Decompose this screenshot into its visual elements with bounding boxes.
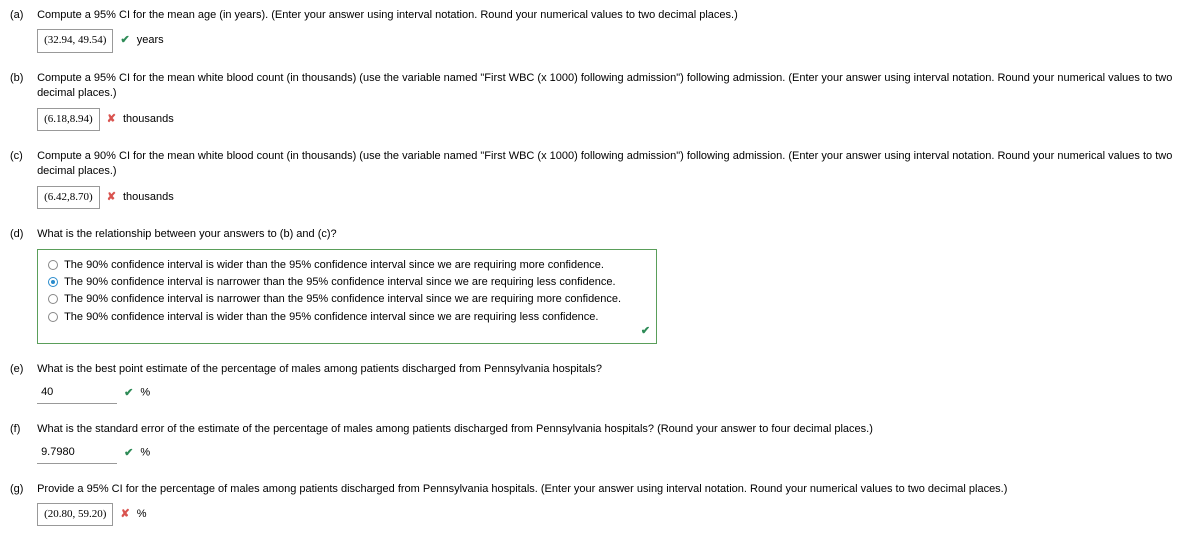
label-b: (b) [10,71,34,86]
mc-text-1: The 90% confidence interval is narrower … [64,275,646,290]
mc-option-2[interactable]: The 90% confidence interval is narrower … [48,292,646,307]
mc-option-3[interactable]: The 90% confidence interval is wider tha… [48,310,646,325]
prompt-d: What is the relationship between your an… [37,228,337,240]
content-g: Provide a 95% CI for the percentage of m… [37,482,1187,527]
cross-icon: ✘ [107,191,116,203]
answer-box-b[interactable]: (6.18,8.94) [37,108,100,131]
answer-box-a[interactable]: (32.94, 49.54) [37,29,113,52]
label-a: (a) [10,8,34,23]
content-c: Compute a 90% CI for the mean white bloo… [37,149,1187,209]
prompt-b: Compute a 95% CI for the mean white bloo… [37,72,1172,99]
unit-b: thousands [123,113,174,125]
check-icon: ✔ [124,387,133,399]
prompt-a: Compute a 95% CI for the mean age (in ye… [37,9,738,21]
mc-option-1[interactable]: The 90% confidence interval is narrower … [48,275,646,290]
label-e: (e) [10,362,34,377]
label-d: (d) [10,227,34,242]
answer-row-a: (32.94, 49.54) ✔ years [37,29,1187,52]
label-f: (f) [10,422,34,437]
answer-box-c[interactable]: (6.42,8.70) [37,186,100,209]
content-f: What is the standard error of the estima… [37,422,1187,464]
answer-row-g: (20.80, 59.20) ✘ % [37,503,1187,526]
mc-text-2: The 90% confidence interval is narrower … [64,292,646,307]
answer-input-e[interactable]: 40 [37,383,117,403]
question-b: (b) Compute a 95% CI for the mean white … [10,71,1190,131]
answer-box-g[interactable]: (20.80, 59.20) [37,503,113,526]
check-icon: ✔ [124,447,133,459]
answer-row-b: (6.18,8.94) ✘ thousands [37,108,1187,131]
content-b: Compute a 95% CI for the mean white bloo… [37,71,1187,131]
check-icon: ✔ [641,324,650,339]
question-e: (e) What is the best point estimate of t… [10,362,1190,404]
check-icon: ✔ [120,34,129,46]
content-e: What is the best point estimate of the p… [37,362,1187,404]
radio-icon [48,294,58,304]
unit-f: % [140,447,150,459]
answer-row-e: 40 ✔ % [37,383,1187,403]
unit-g: % [137,508,147,520]
cross-icon: ✘ [107,113,116,125]
content-a: Compute a 95% CI for the mean age (in ye… [37,8,1187,53]
question-c: (c) Compute a 90% CI for the mean white … [10,149,1190,209]
mc-text-3: The 90% confidence interval is wider tha… [64,310,646,325]
unit-a: years [137,34,164,46]
question-g: (g) Provide a 95% CI for the percentage … [10,482,1190,527]
mc-text-0: The 90% confidence interval is wider tha… [64,258,646,273]
question-a: (a) Compute a 95% CI for the mean age (i… [10,8,1190,53]
answer-row-f: 9.7980 ✔ % [37,443,1187,463]
answer-input-f[interactable]: 9.7980 [37,443,117,463]
prompt-c: Compute a 90% CI for the mean white bloo… [37,150,1172,177]
unit-c: thousands [123,191,174,203]
unit-e: % [140,387,150,399]
question-f: (f) What is the standard error of the es… [10,422,1190,464]
content-d: What is the relationship between your an… [37,227,1187,344]
answer-row-c: (6.42,8.70) ✘ thousands [37,186,1187,209]
prompt-f: What is the standard error of the estima… [37,423,873,435]
label-g: (g) [10,482,34,497]
prompt-e: What is the best point estimate of the p… [37,363,602,375]
radio-icon [48,312,58,322]
mc-box: The 90% confidence interval is wider tha… [37,249,657,345]
radio-icon [48,260,58,270]
mc-option-0[interactable]: The 90% confidence interval is wider tha… [48,258,646,273]
prompt-g: Provide a 95% CI for the percentage of m… [37,483,1007,495]
question-d: (d) What is the relationship between you… [10,227,1190,344]
cross-icon: ✘ [120,508,129,520]
label-c: (c) [10,149,34,164]
radio-selected-icon [48,277,58,287]
